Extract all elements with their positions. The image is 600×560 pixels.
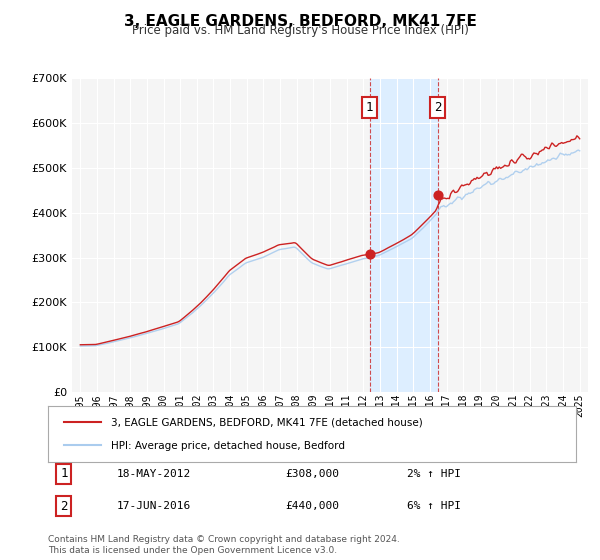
Text: 6% ↑ HPI: 6% ↑ HPI (407, 501, 461, 511)
Text: £308,000: £308,000 (286, 469, 340, 479)
Text: 2: 2 (434, 101, 441, 114)
Text: HPI: Average price, detached house, Bedford: HPI: Average price, detached house, Bedf… (112, 441, 346, 451)
Text: 2% ↑ HPI: 2% ↑ HPI (407, 469, 461, 479)
Text: 1: 1 (60, 467, 68, 480)
Text: 3, EAGLE GARDENS, BEDFORD, MK41 7FE (detached house): 3, EAGLE GARDENS, BEDFORD, MK41 7FE (det… (112, 418, 423, 428)
Text: 3, EAGLE GARDENS, BEDFORD, MK41 7FE: 3, EAGLE GARDENS, BEDFORD, MK41 7FE (124, 14, 476, 29)
Text: 18-MAY-2012: 18-MAY-2012 (116, 469, 191, 479)
Point (433, 190, 442, 199)
Text: 2: 2 (60, 500, 68, 512)
Text: Price paid vs. HM Land Registry's House Price Index (HPI): Price paid vs. HM Land Registry's House … (131, 24, 469, 36)
Text: This data is licensed under the Open Government Licence v3.0.: This data is licensed under the Open Gov… (48, 546, 337, 555)
Text: 17-JUN-2016: 17-JUN-2016 (116, 501, 191, 511)
Bar (370, 78, 437, 392)
Point (365, 250, 374, 259)
Text: 1: 1 (366, 101, 373, 114)
Text: £440,000: £440,000 (286, 501, 340, 511)
Text: Contains HM Land Registry data © Crown copyright and database right 2024.: Contains HM Land Registry data © Crown c… (48, 535, 400, 544)
